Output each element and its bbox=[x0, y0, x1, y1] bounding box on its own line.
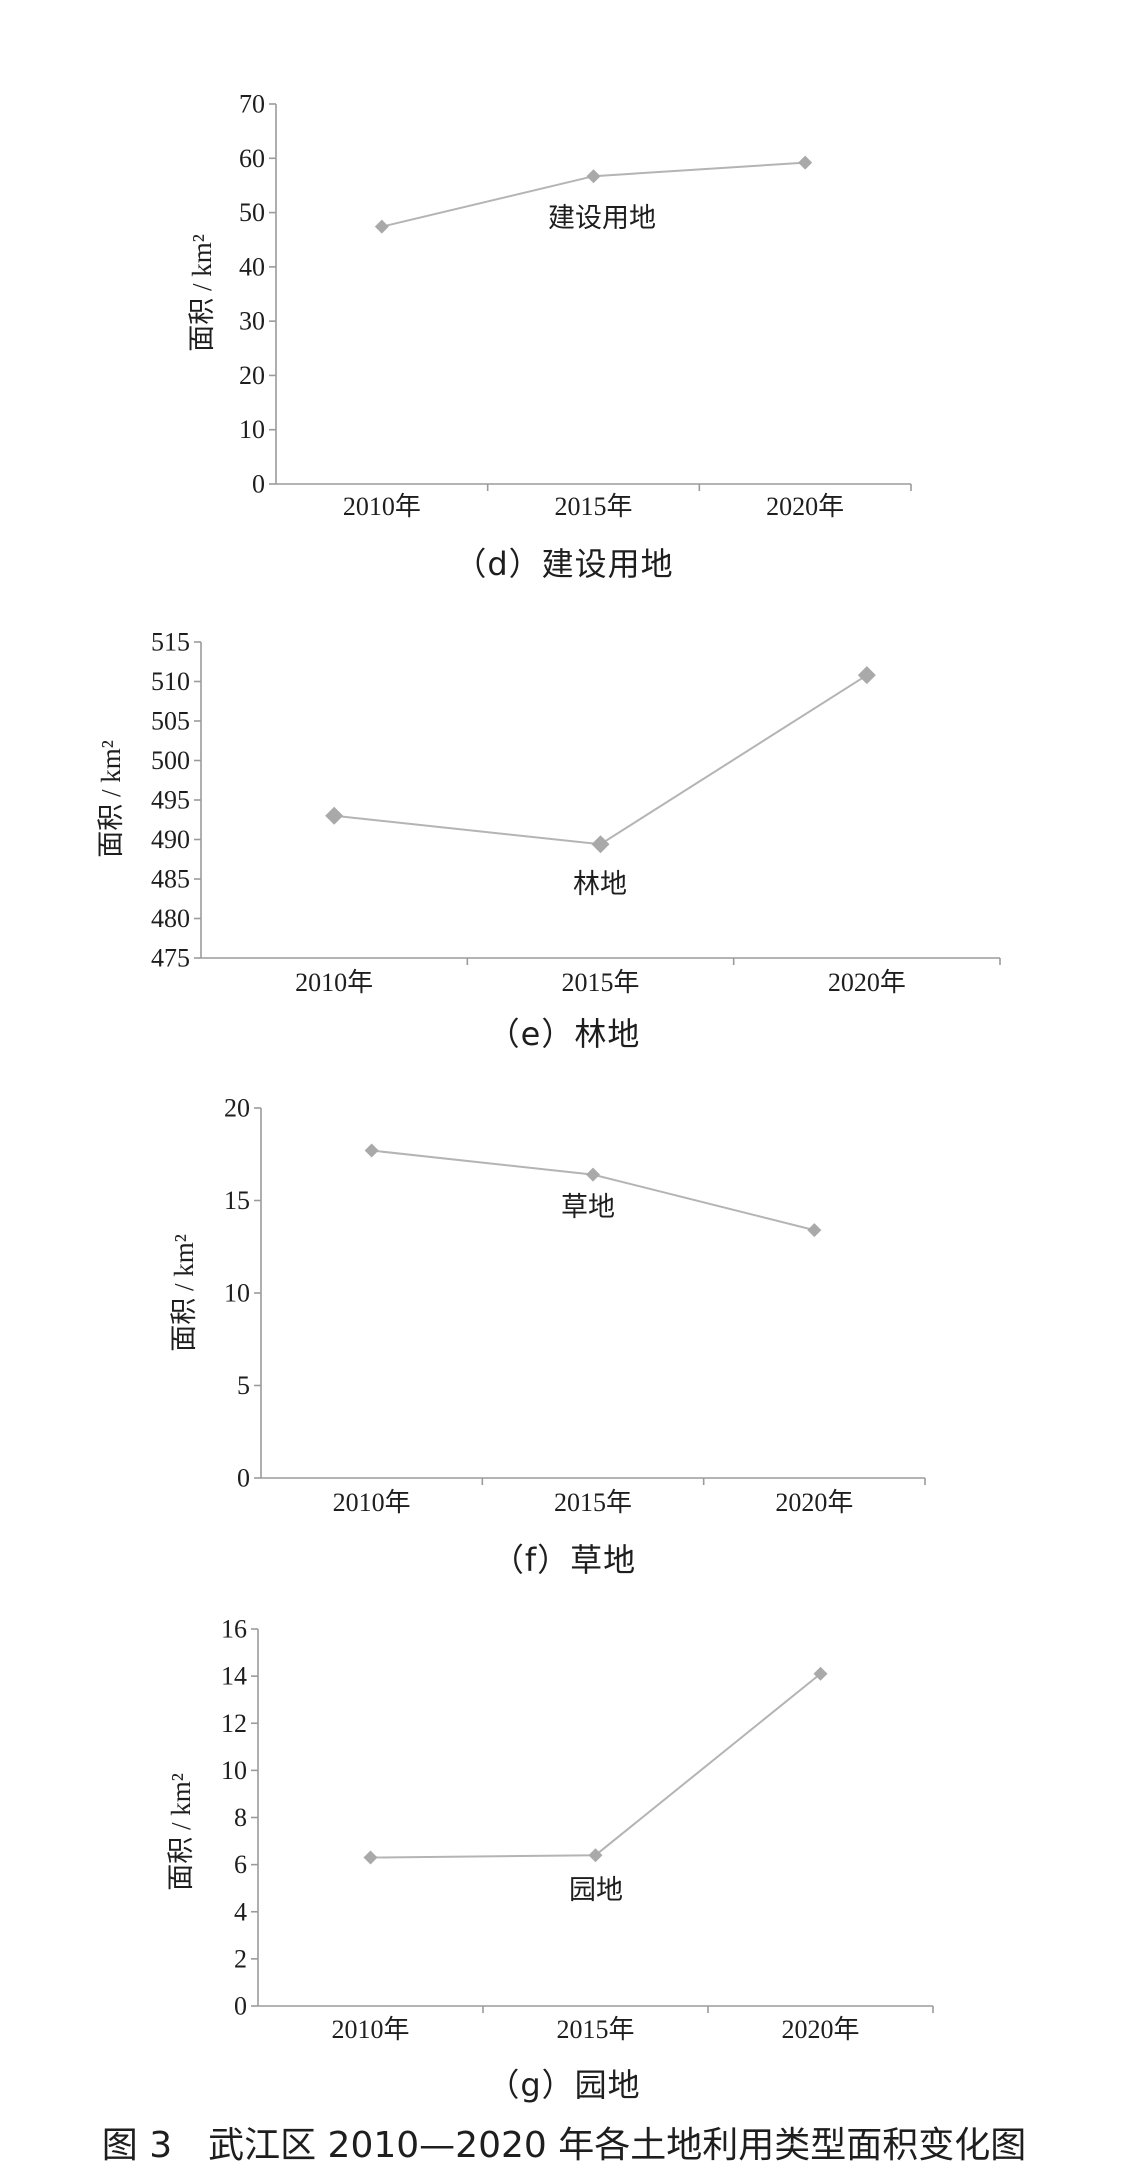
x-tick-label: 2010年 bbox=[331, 2015, 409, 2044]
x-tick-label: 2015年 bbox=[556, 2015, 634, 2044]
y-tick-label: 505 bbox=[151, 707, 190, 736]
y-tick-label: 510 bbox=[151, 667, 190, 696]
y-tick-label: 6 bbox=[234, 1850, 247, 1879]
x-tick-label: 2020年 bbox=[766, 492, 844, 521]
series-label: 建设用地 bbox=[548, 203, 656, 233]
x-tick-label: 2015年 bbox=[554, 492, 632, 521]
chart-g-garden-land: 0 2 4 6 8 10 12 14 16 2010年 2015年 2020年 面积 / km² 园地… bbox=[166, 1615, 934, 2104]
y-tick-label: 485 bbox=[151, 865, 190, 894]
data-point-1 bbox=[364, 1143, 379, 1158]
y-tick-label: 515 bbox=[151, 628, 190, 657]
y-tick-label: 40 bbox=[239, 252, 265, 281]
y-axis-label: 面积 / km² bbox=[187, 234, 217, 352]
data-point-3 bbox=[813, 1666, 828, 1681]
x-tick-label: 2010年 bbox=[343, 492, 421, 521]
y-tick-label: 495 bbox=[151, 786, 190, 815]
chart-caption: （f）草地 bbox=[492, 1541, 636, 1579]
y-axis-label: 面积 / km² bbox=[96, 740, 126, 858]
y-tick-label: 5 bbox=[237, 1371, 250, 1400]
data-point-1 bbox=[374, 219, 389, 234]
y-tick-label: 60 bbox=[239, 144, 265, 173]
y-tick-label: 2 bbox=[234, 1944, 247, 1973]
y-tick-label: 475 bbox=[151, 944, 190, 973]
x-tick-label: 2015年 bbox=[554, 1488, 632, 1517]
x-tick-label: 2010年 bbox=[295, 968, 373, 997]
plot-area: 0 5 10 15 20 2010年 2015年 2020年 bbox=[224, 1094, 926, 1517]
series-label: 林地 bbox=[573, 869, 627, 899]
y-tick-label: 4 bbox=[234, 1897, 247, 1926]
chart-caption: （d）建设用地 bbox=[454, 545, 673, 583]
y-tick-label: 12 bbox=[221, 1709, 247, 1738]
figure-caption: 图 3 武江区 2010—2020 年各土地利用类型面积变化图 bbox=[102, 2125, 1026, 2166]
series-label: 园地 bbox=[569, 1875, 623, 1905]
data-point-3 bbox=[857, 666, 876, 685]
series-line bbox=[334, 674, 868, 846]
data-point-1 bbox=[363, 1850, 378, 1865]
plot-area: 475 480 485 490 495 500 505 510 515 2010年 2015年 202… bbox=[151, 628, 1001, 997]
y-tick-label: 10 bbox=[224, 1279, 250, 1308]
y-tick-label: 10 bbox=[221, 1756, 247, 1785]
data-point-2 bbox=[586, 1167, 600, 1182]
data-point-2 bbox=[586, 169, 601, 184]
y-tick-label: 20 bbox=[239, 361, 265, 390]
y-tick-label: 10 bbox=[239, 415, 265, 444]
plot-area: 0 2 4 6 8 10 12 14 16 2010年 2015年 2020年 bbox=[221, 1615, 934, 2044]
y-tick-label: 50 bbox=[239, 198, 265, 227]
y-tick-label: 480 bbox=[151, 904, 190, 933]
x-tick-label: 2020年 bbox=[775, 1488, 853, 1517]
data-point-3 bbox=[807, 1223, 822, 1238]
y-tick-label: 14 bbox=[221, 1662, 247, 1691]
y-tick-label: 15 bbox=[224, 1186, 250, 1215]
y-tick-label: 70 bbox=[239, 90, 265, 119]
x-tick-label: 2015年 bbox=[561, 968, 639, 997]
y-axis-label: 面积 / km² bbox=[169, 1234, 199, 1352]
y-axis-label: 面积 / km² bbox=[166, 1773, 196, 1891]
x-tick-label: 2020年 bbox=[828, 968, 906, 997]
plot-area: 0 10 20 30 40 50 60 70 2010年 2015年 2020年 bbox=[239, 90, 912, 521]
y-tick-label: 0 bbox=[234, 1992, 247, 2021]
y-tick-label: 500 bbox=[151, 746, 190, 775]
x-tick-label: 2020年 bbox=[781, 2015, 859, 2044]
data-point-3 bbox=[798, 155, 813, 170]
chart-f-grassland: 0 5 10 15 20 2010年 2015年 2020年 面积 / km² 草地 （f）草… bbox=[169, 1094, 926, 1579]
y-tick-label: 8 bbox=[234, 1803, 247, 1832]
y-tick-label: 490 bbox=[151, 825, 190, 854]
x-tick-label: 2010年 bbox=[333, 1488, 411, 1517]
y-tick-label: 0 bbox=[252, 470, 265, 499]
series-label: 草地 bbox=[561, 1192, 615, 1222]
chart-caption: （e）林地 bbox=[488, 1015, 641, 1053]
data-point-2 bbox=[588, 1848, 603, 1863]
y-tick-label: 30 bbox=[239, 307, 265, 336]
data-point-2 bbox=[591, 835, 610, 854]
chart-caption: （g）园地 bbox=[487, 2066, 640, 2104]
y-tick-label: 20 bbox=[224, 1094, 250, 1123]
data-point-1 bbox=[325, 806, 344, 825]
chart-e-forest-land: 475 480 485 490 495 500 505 510 515 2010年 2015年 202… bbox=[96, 628, 1001, 1053]
y-tick-label: 0 bbox=[237, 1464, 250, 1493]
series-line bbox=[370, 1672, 822, 1859]
y-tick-label: 16 bbox=[221, 1615, 247, 1644]
